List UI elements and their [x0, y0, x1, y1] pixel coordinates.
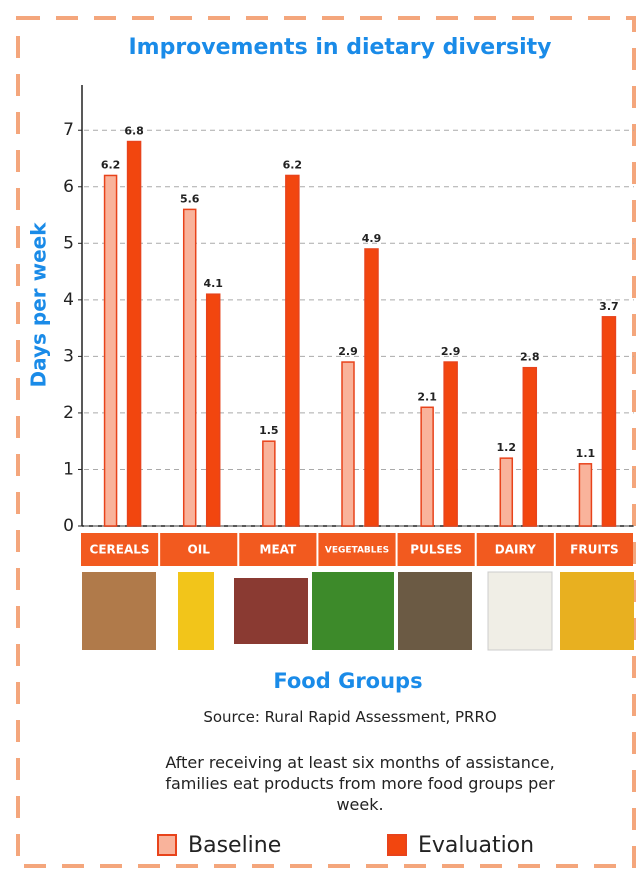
- bar: [522, 366, 538, 527]
- value-label: 6.8: [124, 125, 144, 138]
- photo-oil: [178, 572, 214, 650]
- bar: [341, 361, 355, 527]
- value-label: 3.7: [599, 300, 619, 313]
- frame-border: [16, 16, 636, 868]
- bar: [182, 208, 197, 527]
- x-axis-label: Food Groups: [273, 669, 422, 693]
- photo-meat: [234, 578, 308, 644]
- photo-pulses: [398, 572, 472, 650]
- bar: [443, 361, 458, 527]
- bar: [601, 316, 617, 527]
- legend-label: Baseline: [188, 833, 281, 858]
- bar: [578, 463, 593, 527]
- photo-cereals: [82, 572, 156, 650]
- x-tick-label: VEGETABLES: [325, 546, 389, 556]
- chart-title: Improvements in dietary diversity: [128, 35, 551, 60]
- y-tick-label: 1: [63, 459, 74, 479]
- value-label: 2.1: [417, 390, 437, 403]
- value-label: 2.8: [520, 351, 540, 364]
- y-tick-label: 0: [63, 516, 74, 536]
- bar: [499, 457, 514, 527]
- legend-swatch: [387, 834, 407, 856]
- bar: [262, 440, 276, 527]
- category-box: [397, 533, 475, 566]
- legend-label: Evaluation: [418, 833, 534, 858]
- category-box: [81, 533, 159, 566]
- category-box: [160, 533, 238, 566]
- value-label: 1.5: [259, 424, 279, 437]
- bar: [205, 293, 221, 527]
- value-label: 6.2: [101, 158, 121, 171]
- category-box: [318, 533, 396, 566]
- x-tick-label: MEAT: [260, 543, 297, 557]
- bar: [103, 174, 118, 527]
- y-tick-label: 2: [63, 403, 74, 423]
- value-label: 1.2: [497, 441, 517, 454]
- x-tick-label: CEREALS: [90, 543, 150, 557]
- y-tick-label: 6: [63, 177, 74, 197]
- value-label: 4.1: [203, 277, 223, 290]
- photo-dairy: [487, 571, 553, 651]
- x-tick-label: PULSES: [410, 543, 462, 557]
- y-tick-label: 5: [63, 233, 74, 253]
- bar: [420, 406, 434, 527]
- value-label: 2.9: [441, 345, 461, 358]
- y-tick-label: 4: [63, 290, 74, 310]
- photo-strip: [82, 571, 634, 651]
- y-tick-label: 3: [63, 346, 74, 366]
- x-tick-label: DAIRY: [495, 543, 536, 557]
- category-box: [476, 533, 554, 566]
- source: Source: Rural Rapid Assessment, PRRO: [203, 708, 497, 726]
- y-axis-label: Days per week: [27, 222, 51, 388]
- x-tick-label: OIL: [188, 543, 211, 557]
- category-box: [555, 533, 633, 566]
- category-box: [239, 533, 317, 566]
- note: After receiving at least six months of a…: [165, 753, 555, 814]
- legend-swatch: [157, 834, 177, 856]
- value-label: 6.2: [283, 158, 303, 171]
- value-label: 4.9: [362, 232, 382, 245]
- y-tick-label: 7: [63, 120, 74, 140]
- bar: [364, 248, 379, 527]
- value-label: 1.1: [576, 447, 596, 460]
- value-label: 5.6: [180, 192, 200, 205]
- bar: [285, 174, 300, 527]
- photo-vegetables: [312, 572, 394, 650]
- bar: [126, 140, 142, 527]
- value-label: 2.9: [338, 345, 358, 358]
- x-tick-label: FRUITS: [570, 543, 618, 557]
- photo-fruits: [560, 572, 634, 650]
